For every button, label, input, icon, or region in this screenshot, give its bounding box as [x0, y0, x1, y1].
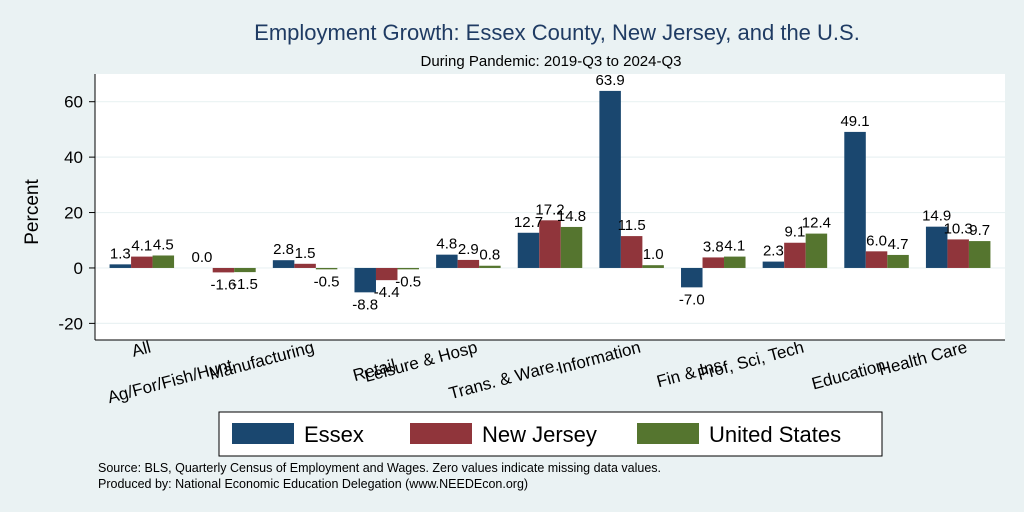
legend-box: [218, 411, 883, 457]
bar-essex-3[interactable]: [272, 260, 295, 268]
data-label: 12.7: [514, 214, 543, 231]
bar-essex-9[interactable]: [762, 261, 785, 268]
y-tick-label: 60: [64, 93, 83, 112]
data-label: 4.1: [131, 238, 152, 255]
bar-new-jersey-11[interactable]: [947, 239, 969, 268]
x-tick-label: Trans. & Ware.: [447, 356, 561, 404]
x-tick-label: All: [130, 338, 153, 361]
legend-label: New Jersey: [482, 422, 597, 447]
legend-label: United States: [709, 422, 841, 447]
legend: Essex New Jersey United States: [218, 411, 883, 457]
data-label: 2.8: [273, 241, 294, 258]
data-label: 49.1: [840, 113, 869, 130]
bar-essex-6[interactable]: [517, 232, 540, 268]
data-label: 0.0: [192, 249, 213, 266]
bar-new-jersey-6[interactable]: [539, 220, 561, 268]
legend-swatch: [232, 423, 294, 444]
bar-essex-1[interactable]: [109, 264, 132, 268]
bar-united-states-8[interactable]: [724, 256, 746, 268]
bar-essex-8[interactable]: [681, 267, 703, 288]
bar-united-states-2[interactable]: [234, 267, 256, 273]
data-label: 1.0: [643, 246, 664, 263]
data-label: 12.4: [802, 215, 831, 232]
data-label: 4.5: [153, 236, 174, 253]
bar-new-jersey-4[interactable]: [375, 267, 398, 281]
bar-united-states-4[interactable]: [397, 267, 419, 270]
bar-essex-10[interactable]: [844, 131, 866, 268]
data-label: -1.5: [232, 276, 258, 293]
bar-essex-11[interactable]: [925, 226, 948, 268]
bar-essex-7[interactable]: [599, 90, 621, 268]
bar-essex-5[interactable]: [436, 254, 458, 268]
data-label: 1.5: [295, 245, 316, 262]
bar-united-states-10[interactable]: [887, 254, 909, 268]
y-tick-label: -20: [58, 314, 83, 333]
data-label: 9.1: [784, 224, 805, 241]
produced-by-note: Produced by: National Economic Education…: [98, 477, 528, 491]
legend-label: Essex: [304, 422, 364, 447]
data-label: 6.0: [866, 232, 887, 249]
y-axis-label: Percent: [22, 179, 43, 245]
data-label: 4.7: [888, 236, 909, 253]
data-label: 11.5: [618, 217, 646, 234]
source-note: Source: BLS, Quarterly Census of Employm…: [98, 461, 661, 475]
x-tick-label: Prof, Sci, Tech: [695, 338, 805, 385]
bar-united-states-5[interactable]: [479, 265, 501, 268]
data-label: -0.5: [314, 273, 340, 290]
data-label: 14.9: [922, 208, 951, 225]
x-tick-label: Health Care: [877, 338, 970, 380]
data-label: 14.8: [557, 208, 586, 225]
data-label: 4.8: [436, 236, 457, 253]
chart-subtitle: During Pandemic: 2019-Q3 to 2024-Q3: [421, 53, 682, 70]
bar-new-jersey-7[interactable]: [620, 236, 643, 268]
data-label: 4.1: [724, 238, 745, 255]
y-tick-label: 40: [64, 148, 83, 167]
bar-united-states-1[interactable]: [152, 255, 175, 268]
bar-new-jersey-3[interactable]: [294, 263, 316, 268]
bars: [109, 90, 991, 293]
data-labels: 1.3 0.0 2.8 -8.8 4.8 12.7 63.9 -7.0 2.3 49.1 14.9 4…: [110, 72, 990, 313]
bar-new-jersey-8[interactable]: [702, 257, 725, 268]
data-label: 2.9: [458, 241, 479, 258]
x-tick-label: Information: [556, 338, 643, 378]
bar-new-jersey-5[interactable]: [457, 259, 480, 268]
bar-united-states-9[interactable]: [805, 233, 828, 268]
data-label: -0.5: [395, 273, 421, 290]
data-label: 10.3: [944, 220, 973, 237]
data-label: -1.6: [211, 276, 237, 293]
bar-essex-4[interactable]: [354, 267, 376, 293]
bar-united-states-11[interactable]: [968, 241, 991, 268]
bar-new-jersey-1[interactable]: [131, 256, 153, 268]
bar-united-states-6[interactable]: [560, 226, 583, 268]
data-label: -7.0: [679, 291, 705, 308]
y-tick-label: 0: [74, 259, 83, 278]
data-label: 2.3: [763, 243, 784, 260]
data-label: 1.3: [110, 245, 131, 262]
data-label: -4.4: [374, 284, 400, 301]
chart-title: Employment Growth: Essex County, New Jer…: [254, 20, 860, 45]
data-label: 3.8: [703, 238, 724, 255]
x-tick-label: Manufacturing: [207, 338, 316, 384]
data-label: 9.7: [969, 222, 990, 239]
legend-swatch: [410, 423, 472, 444]
bar-new-jersey-2[interactable]: [212, 267, 235, 273]
legend-swatch: [637, 423, 699, 444]
bar-united-states-3[interactable]: [315, 267, 338, 270]
data-label: 17.2: [535, 201, 564, 218]
data-label: 0.8: [479, 247, 500, 264]
data-label: -8.8: [352, 296, 378, 313]
y-axis: -20 0 20 40 60: [58, 74, 1005, 341]
data-label: 63.9: [596, 72, 625, 89]
bar-new-jersey-10[interactable]: [865, 251, 888, 268]
y-tick-label: 20: [64, 204, 83, 223]
bar-new-jersey-9[interactable]: [784, 242, 806, 268]
bar-united-states-7[interactable]: [642, 265, 664, 268]
